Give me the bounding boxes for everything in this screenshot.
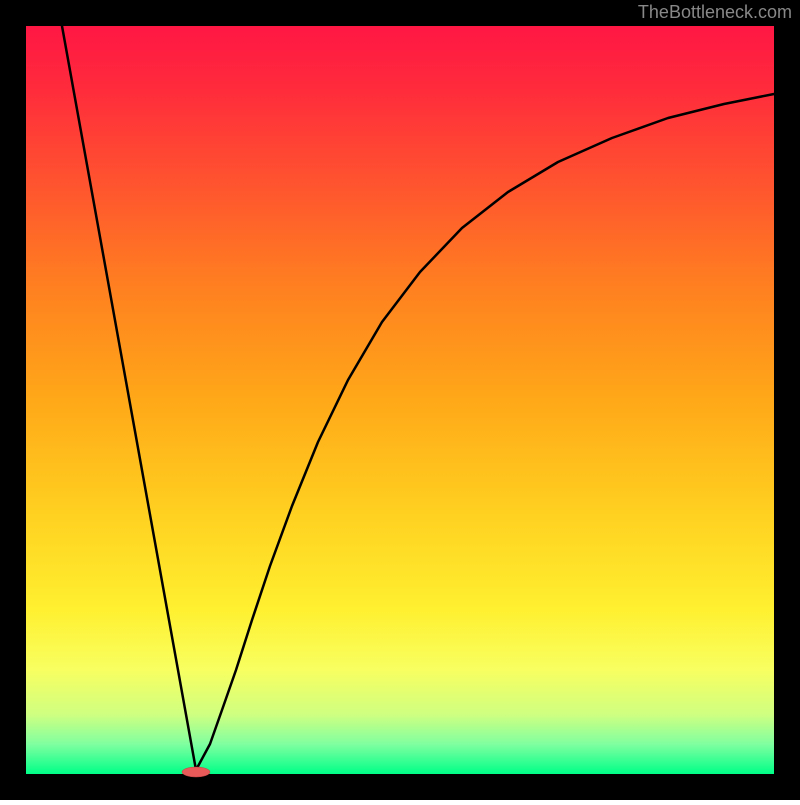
watermark-text: TheBottleneck.com: [638, 2, 792, 23]
bottleneck-chart: [0, 0, 800, 800]
chart-background: [26, 26, 774, 774]
optimal-point-marker: [182, 767, 210, 777]
chart-container: TheBottleneck.com: [0, 0, 800, 800]
